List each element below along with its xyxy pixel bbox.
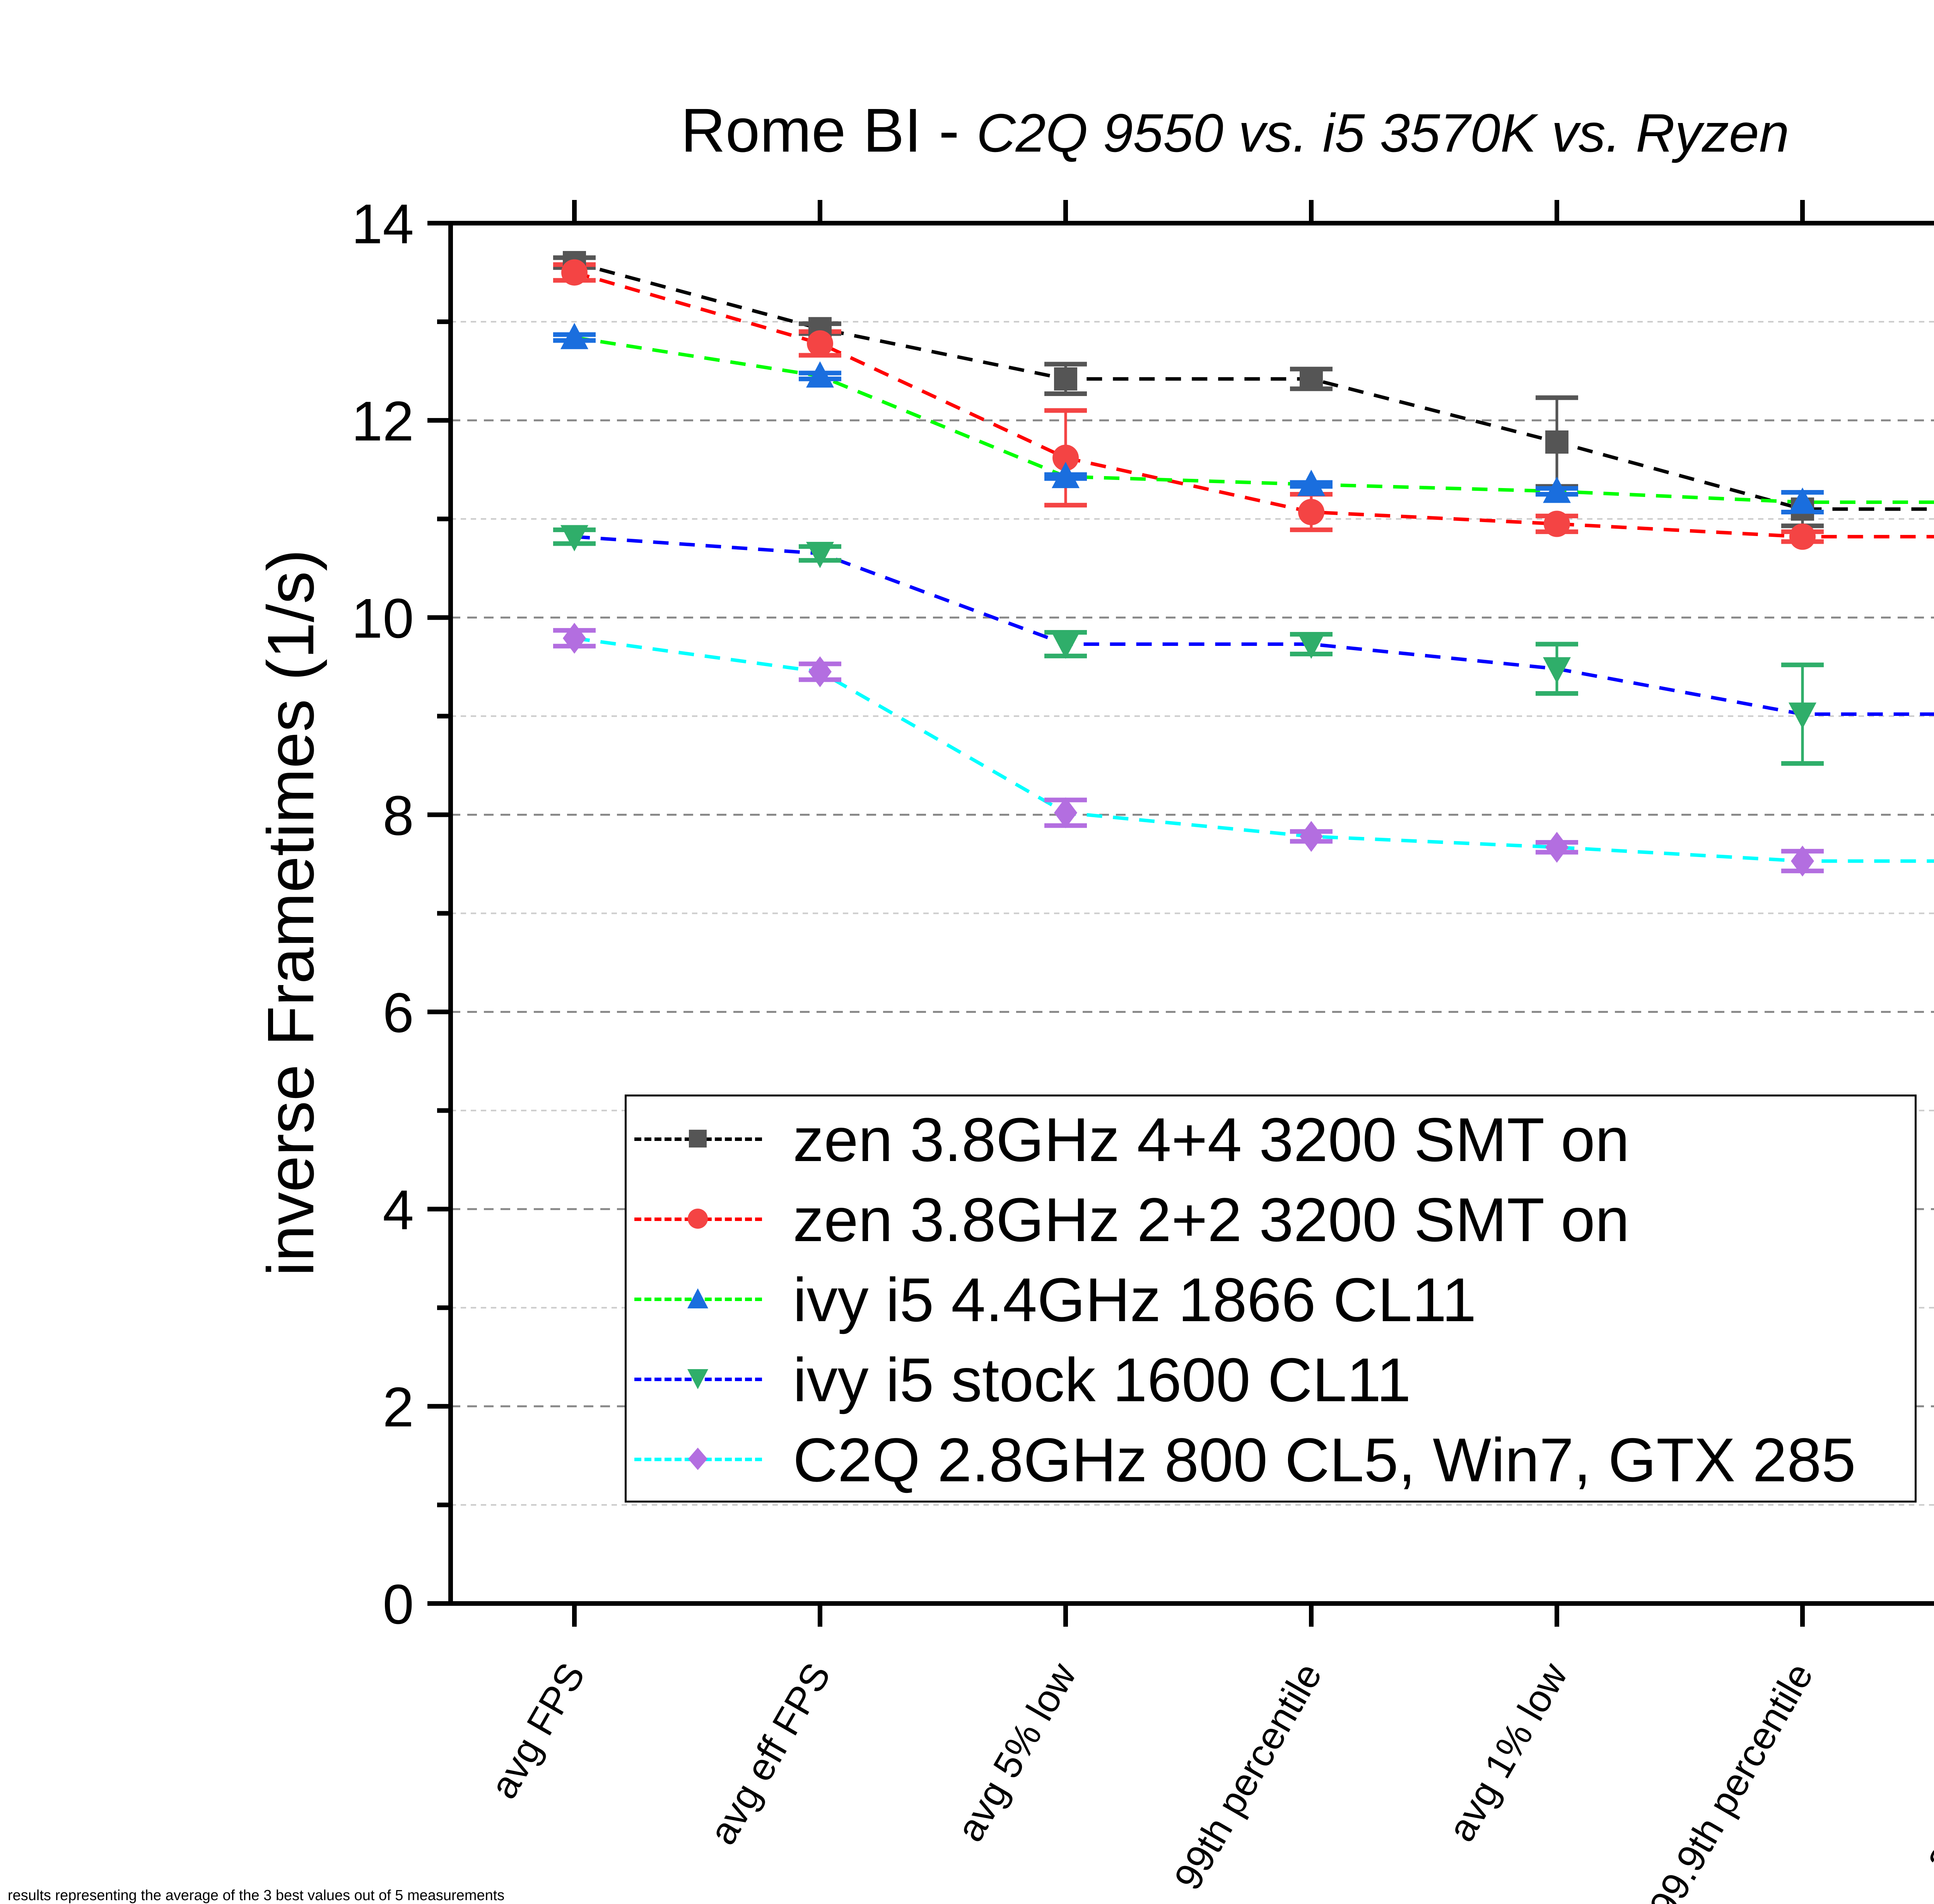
legend-item: ivy i5 stock 1600 CL11: [627, 1340, 1915, 1418]
data-point-circle: [1298, 499, 1324, 525]
series-line: [574, 535, 1934, 716]
series-line: [574, 271, 1934, 539]
x-tick-label: 99.9th percentile: [1641, 1656, 1821, 1904]
legend: zen 3.8GHz 4+4 3200 SMT on zen 3.8GHz 2+2…: [625, 1095, 1917, 1503]
legend-marker-triangle-down-icon: [687, 1368, 709, 1390]
footnote: results representing the average of the …: [8, 1887, 505, 1904]
legend-item: C2Q 2.8GHz 800 CL5, Win7, GTX 285: [627, 1421, 1915, 1498]
chart-title-main: Rome BI -: [681, 96, 977, 165]
data-point-circle: [1052, 444, 1079, 471]
legend-label: zen 3.8GHz 4+4 3200 SMT on: [793, 1105, 1630, 1174]
legend-marker-diamond-icon: [687, 1448, 709, 1470]
y-tick-label: 12: [352, 390, 414, 453]
data-point-triangle-up: [1297, 470, 1325, 496]
data-point-triangle-up: [1052, 462, 1080, 488]
data-point-triangle-down: [560, 525, 588, 552]
x-tick-label: avg 5% low: [948, 1655, 1085, 1849]
legend-item: zen 3.8GHz 2+2 3200 SMT on: [627, 1180, 1915, 1258]
data-point-circle: [1789, 523, 1816, 550]
data-point-triangle-down: [1789, 702, 1816, 729]
y-tick-label: 6: [383, 981, 414, 1044]
y-axis-label: inverse Frametimes (1/s): [254, 549, 328, 1276]
legend-marker-square-icon: [687, 1127, 709, 1150]
legend-label: ivy i5 stock 1600 CL11: [793, 1345, 1411, 1414]
x-tick-label: 99th percentile: [1166, 1656, 1330, 1897]
y-tick-label: 2: [383, 1376, 414, 1438]
legend-label: ivy i5 4.4GHz 1866 CL11: [793, 1265, 1476, 1334]
data-point-diamond: [1300, 821, 1323, 852]
x-tick-label: avg eff FPS: [701, 1656, 839, 1852]
chart-subtitle: C2Q 9550 vs. i5 3570K vs. Ryzen: [976, 102, 1789, 163]
error-bars: [553, 255, 1824, 873]
y-tick-label: 8: [383, 784, 414, 847]
data-point-triangle-down: [1297, 632, 1325, 659]
data-point-triangle-down: [806, 542, 834, 569]
data-point-diamond: [563, 623, 586, 654]
series-lines: [574, 261, 1934, 863]
markers: [560, 251, 1816, 877]
data-point-diamond: [1054, 797, 1077, 828]
data-point-diamond: [1545, 832, 1568, 863]
y-tick-label: 4: [383, 1178, 414, 1241]
y-ticks: 0 2 4 6 8 10 12 14: [352, 193, 451, 1636]
data-point-diamond: [808, 656, 832, 687]
series-line: [574, 261, 1934, 511]
legend-marker-circle-icon: [687, 1207, 709, 1230]
data-point-triangle-down: [1052, 632, 1080, 659]
data-point-square: [1300, 367, 1323, 391]
x-tick-label: avg 1% low: [1439, 1655, 1576, 1849]
legend-label: C2Q 2.8GHz 800 CL5, Win7, GTX 285: [793, 1425, 1856, 1494]
data-point-triangle-up: [806, 361, 834, 388]
x-tick-label: avg FPS: [482, 1656, 593, 1806]
y-tick-label: 14: [352, 193, 414, 255]
series-line: [574, 636, 1934, 863]
x-ticks: avg FPS avg eff FPS avg 5% low 99th percent…: [482, 200, 1934, 1904]
data-point-square: [1054, 367, 1077, 391]
data-point-circle: [807, 330, 833, 357]
x-tick-label: avg 0.1% low: [1915, 1655, 1934, 1877]
legend-label: zen 3.8GHz 2+2 3200 SMT on: [793, 1185, 1630, 1254]
data-point-triangle-down: [1543, 657, 1571, 684]
data-point-circle: [561, 259, 588, 286]
legend-item: zen 3.8GHz 4+4 3200 SMT on: [627, 1100, 1915, 1178]
data-point-triangle-up: [560, 323, 588, 349]
data-point-square: [1545, 430, 1568, 454]
data-point-triangle-up: [1543, 476, 1571, 503]
y-tick-label: 0: [383, 1573, 414, 1636]
data-point-diamond: [1791, 845, 1814, 877]
y-tick-label: 10: [352, 587, 414, 650]
data-point-circle: [1544, 511, 1570, 537]
legend-item: ivy i5 4.4GHz 1866 CL11: [627, 1260, 1915, 1338]
data-point-triangle-up: [1789, 487, 1816, 514]
legend-marker-triangle-up-icon: [687, 1288, 709, 1310]
chart-title: Rome BI - C2Q 9550 vs. i5 3570K vs. Ryze…: [681, 95, 1789, 166]
